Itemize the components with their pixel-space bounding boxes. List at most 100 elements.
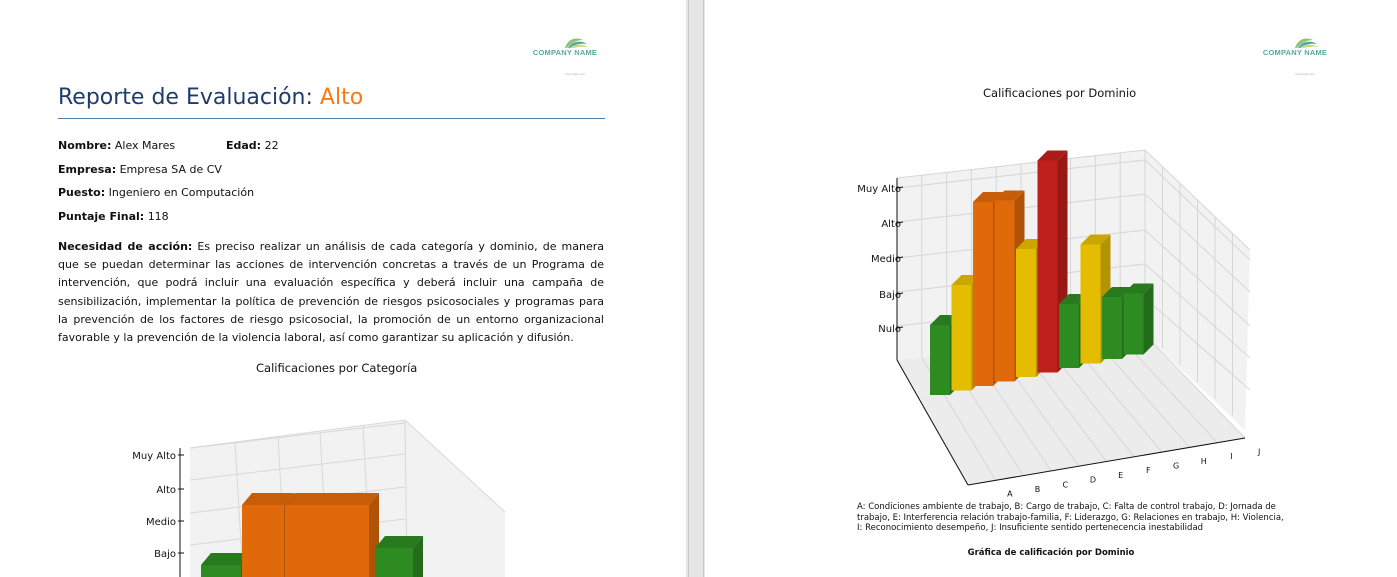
report-page-1: COMPANY NAME Insert tagline here Reporte… — [0, 0, 686, 577]
grid-line — [896, 159, 1251, 261]
company-name: COMPANY NAME — [532, 48, 598, 57]
name-value: Alex Mares — [114, 139, 176, 152]
logo-leaf-icon — [1295, 38, 1319, 48]
category-chart: Muy Alto Alto Medio Bajo — [132, 419, 506, 577]
report-page-2: COMPANY NAME Insert tagline here Calific… — [705, 0, 1397, 577]
position-label: Puesto: — [58, 186, 106, 199]
company-tagline: Insert tagline here — [565, 73, 586, 76]
page-separator-right — [703, 0, 704, 577]
floor-line — [1119, 337, 1218, 444]
title-text: Reporte de Evaluación: — [58, 85, 313, 110]
bar-side — [1143, 283, 1154, 355]
action-need-text: Es preciso realizar un análisis de cada … — [58, 240, 604, 345]
category-y-tick: Bajo — [154, 549, 176, 560]
domain-depth-axis — [896, 359, 969, 486]
category-y-tick: Alto — [156, 485, 176, 496]
bar-top — [375, 536, 423, 548]
company-logo-2: COMPANY NAME Insert tagline here — [1255, 35, 1335, 76]
bar-front — [973, 202, 993, 386]
domain-y-tick: Medio — [871, 254, 901, 265]
bar-front — [1123, 293, 1144, 355]
company-name: COMPANY NAME — [1262, 48, 1328, 57]
company-label: Empresa: — [58, 163, 117, 176]
bar-top — [201, 553, 251, 565]
bar-top — [242, 493, 294, 505]
name-label: Nombre: — [58, 139, 112, 152]
position-field: Puesto: Ingeniero en Computación — [58, 186, 254, 199]
bar-top — [285, 493, 337, 505]
domain-x-tick: G — [1173, 461, 1179, 470]
score-label: Puntaje Final: — [58, 210, 145, 223]
bar-front — [327, 505, 369, 577]
logo-leaf-icon — [565, 38, 589, 48]
grid-line — [189, 453, 406, 481]
domain-x-tick: D — [1090, 476, 1096, 485]
bar-front — [930, 325, 950, 395]
bar-top — [327, 493, 379, 505]
bar-front — [994, 200, 1015, 382]
position-value: Ingeniero en Computación — [108, 186, 255, 199]
bar-front — [201, 565, 241, 577]
domain-y-tick-mark — [896, 186, 904, 189]
risk-level: Alto — [319, 85, 364, 110]
age-value: 22 — [264, 139, 279, 152]
bar-front — [1016, 249, 1036, 377]
domain-x-tick: H — [1201, 457, 1207, 466]
bar-front — [951, 285, 972, 391]
score-value: 118 — [147, 210, 169, 223]
bar-front — [375, 548, 413, 577]
page-title: Reporte de Evaluación: Alto — [58, 85, 363, 110]
bar-front — [1080, 244, 1101, 364]
domain-x-tick: B — [1035, 485, 1041, 494]
bar-front — [1037, 160, 1058, 373]
company-logo: COMPANY NAME Insert tagline here — [525, 35, 605, 76]
title-divider — [58, 118, 605, 119]
domain-legend: A: Condiciones ambiente de trabajo, B: C… — [857, 502, 1284, 533]
grid-line — [189, 422, 406, 449]
bar-front — [1059, 304, 1079, 368]
domain-y-tick-mark — [896, 256, 904, 259]
category-bar — [375, 536, 423, 577]
page-gutter — [686, 0, 705, 577]
bar-top — [1037, 150, 1068, 161]
domain-x-tick: A — [1007, 490, 1013, 499]
domain-x-tick: I — [1230, 452, 1232, 461]
domain-bar — [1123, 283, 1154, 355]
domain-x-tick: F — [1146, 466, 1151, 475]
domain-chart-title: Calificaciones por Dominio — [983, 86, 1137, 100]
domain-x-tick: C — [1062, 480, 1068, 489]
domain-y-tick: Alto — [881, 219, 901, 230]
domain-chart: Muy Alto Alto Medio Bajo Nulo A B C D E F G H I J — [857, 149, 1260, 499]
domain-chart-caption: Gráfica de calificación por Dominio — [967, 548, 1135, 558]
action-need-paragraph: Necesidad de acción: Es preciso realizar… — [58, 238, 604, 347]
category-y-tick: Muy Alto — [132, 451, 176, 462]
domain-x-tick: E — [1118, 471, 1123, 480]
category-chart-title: Calificaciones por Categoría — [256, 361, 418, 375]
bar-top — [994, 190, 1025, 201]
bar-side — [413, 536, 423, 577]
bar-top — [1123, 283, 1154, 294]
company-value: Empresa SA de CV — [119, 163, 222, 176]
bar-front — [1102, 297, 1122, 359]
category-y-tick: Medio — [146, 517, 176, 528]
category-bar — [327, 493, 379, 577]
name-field: Nombre: Alex Mares — [58, 139, 175, 152]
company-field: Empresa: Empresa SA de CV — [58, 163, 222, 176]
domain-y-tick-mark — [896, 292, 904, 295]
age-label: Edad: — [226, 139, 262, 152]
bar-top — [1080, 234, 1111, 245]
domain-y-tick-mark — [896, 221, 904, 224]
domain-x-axis — [967, 437, 1246, 486]
floor-line — [1144, 334, 1246, 439]
page-separator — [688, 0, 689, 577]
score-field: Puntaje Final: 118 — [58, 210, 169, 223]
domain-y-tick-mark — [896, 326, 904, 329]
action-need-label: Necesidad de acción: — [58, 240, 193, 253]
company-tagline: Insert tagline here — [1295, 73, 1316, 76]
age-field: Edad: 22 — [226, 139, 279, 152]
domain-y-tick: Muy Alto — [857, 184, 901, 195]
bar-front — [285, 505, 327, 577]
domain-y-tick: Nulo — [878, 324, 901, 335]
bar-front — [242, 505, 284, 577]
domain-y-tick: Bajo — [879, 290, 901, 301]
